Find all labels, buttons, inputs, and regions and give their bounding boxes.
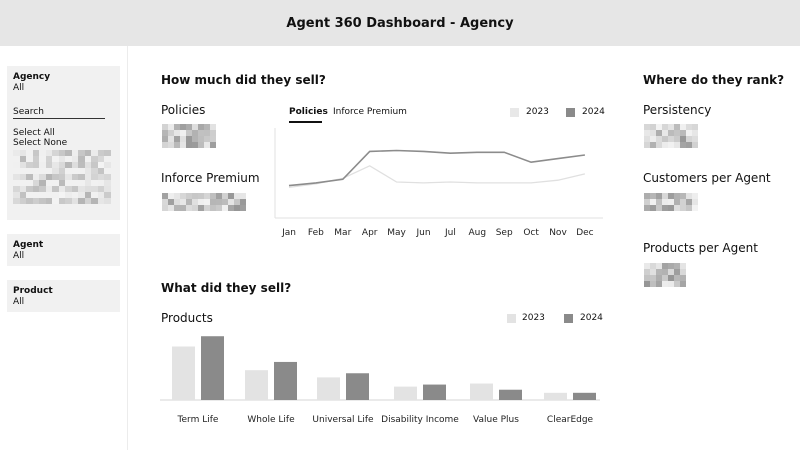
agency-option-list[interactable]: [13, 150, 114, 204]
policies-metric-label: Policies: [161, 103, 206, 117]
x-tick-label: Feb: [308, 228, 324, 238]
bar-legend-swatch-2024: [564, 314, 573, 323]
app-header: Agent 360 Dashboard - Agency: [0, 0, 800, 46]
bar-2023: [394, 386, 417, 400]
line-series-2024: [288, 149, 586, 187]
customers-per-agent-value: [644, 193, 698, 211]
bar-2023: [470, 383, 493, 400]
x-tick-label: May: [387, 228, 406, 238]
x-tick-label: Dec: [576, 228, 593, 238]
bar-2024: [423, 384, 446, 400]
product-filter-label: Product: [13, 286, 53, 296]
bar-2023: [245, 370, 268, 400]
bar-2024: [346, 373, 369, 400]
x-tick-label: Jul: [444, 228, 456, 238]
x-tick-label: Apr: [362, 228, 378, 238]
agency-filter: Agency All Select All Select None: [7, 66, 120, 220]
tab-inforce-premium[interactable]: Inforce Premium: [333, 107, 407, 117]
bar-category-label: Term Life: [177, 415, 219, 425]
premium-metric-label: Inforce Premium: [161, 171, 260, 185]
products-per-agent-label: Products per Agent: [643, 241, 758, 255]
bar-2023: [172, 346, 195, 400]
bar-category-label: ClearEdge: [547, 415, 594, 425]
bar-legend-label-2024: 2024: [580, 313, 603, 323]
bar-2024: [274, 361, 297, 400]
persistency-label: Persistency: [643, 103, 712, 117]
select-none-link[interactable]: Select None: [13, 138, 68, 148]
what-section-title: What did they sell?: [161, 281, 292, 295]
product-filter-value[interactable]: All: [13, 297, 25, 307]
x-tick-label: Jun: [415, 228, 430, 238]
policies-metric-value: [162, 124, 216, 148]
legend-label-2023: 2023: [526, 107, 549, 117]
rank-section-title: Where do they rank?: [643, 73, 785, 87]
x-tick-label: Oct: [523, 228, 539, 238]
x-tick-label: Mar: [334, 228, 351, 238]
persistency-value: [644, 124, 698, 148]
bar-2024: [499, 389, 522, 400]
bar-category-label: Value Plus: [473, 415, 519, 425]
x-tick-label: Aug: [469, 228, 487, 238]
legend-swatch-2023: [510, 108, 519, 117]
agency-filter-label: Agency: [13, 72, 51, 82]
active-tab-indicator: [289, 121, 322, 123]
filter-sidebar: Agency All Select All Select None Agent …: [0, 46, 128, 450]
products-chart-title: Products: [161, 311, 213, 325]
bar-category-label: Whole Life: [247, 415, 295, 425]
bar-2024: [201, 336, 224, 400]
bar-2023: [544, 392, 567, 400]
select-all-link[interactable]: Select All: [13, 128, 55, 138]
premium-metric-value: [162, 193, 246, 211]
sell-section-title: How much did they sell?: [161, 73, 326, 87]
agency-filter-value[interactable]: All: [13, 83, 25, 93]
bar-legend-swatch-2023: [507, 314, 516, 323]
line-series-2023: [288, 165, 586, 189]
bar-2023: [317, 377, 340, 400]
bar-category-label: Universal Life: [312, 415, 374, 425]
bar-legend-label-2023: 2023: [522, 313, 545, 323]
legend-label-2024: 2024: [582, 107, 605, 117]
legend-swatch-2024: [566, 108, 575, 117]
agent-filter-label: Agent: [13, 240, 44, 250]
x-tick-label: Nov: [549, 228, 567, 238]
agent-filter[interactable]: Agent All: [7, 234, 120, 266]
bar-category-label: Disability Income: [381, 415, 459, 425]
bar-2024: [573, 392, 596, 400]
agent-filter-value[interactable]: All: [13, 251, 25, 261]
tab-policies[interactable]: Policies: [289, 107, 328, 117]
page-title: Agent 360 Dashboard - Agency: [286, 15, 514, 31]
products-per-agent-value: [644, 263, 686, 287]
agency-search-input[interactable]: [13, 107, 105, 119]
x-tick-label: Jan: [281, 228, 296, 238]
customers-per-agent-label: Customers per Agent: [643, 171, 771, 185]
product-filter[interactable]: Product All: [7, 280, 120, 312]
x-tick-label: Sep: [496, 228, 513, 238]
